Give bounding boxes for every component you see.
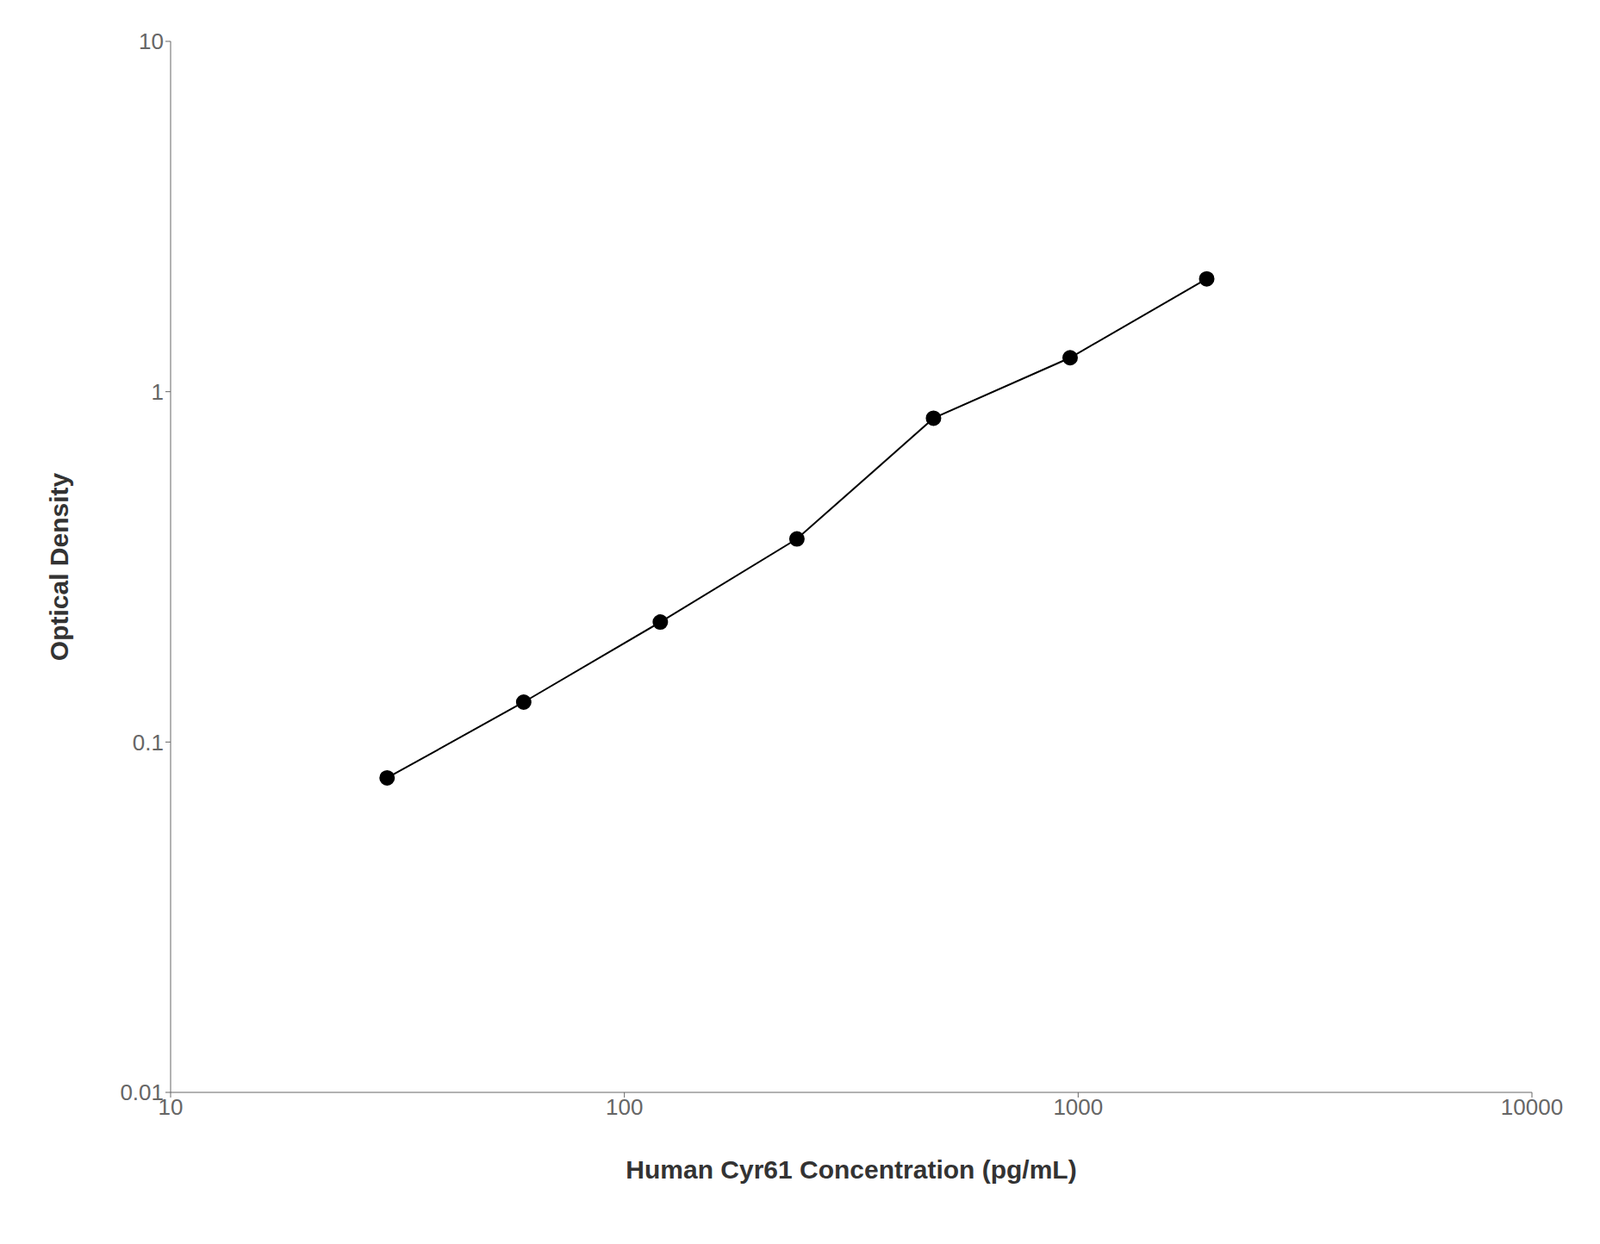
svg-text:0.01: 0.01 [119, 1079, 164, 1106]
svg-text:10000: 10000 [1500, 1094, 1563, 1121]
svg-text:10: 10 [158, 1094, 184, 1121]
svg-text:10: 10 [138, 28, 164, 55]
svg-text:100: 100 [605, 1094, 643, 1121]
svg-text:Optical Density: Optical Density [44, 472, 74, 661]
svg-text:1: 1 [151, 379, 164, 405]
svg-text:Human Cyr61 Concentration (pg/: Human Cyr61 Concentration (pg/mL) [625, 1155, 1077, 1184]
svg-text:0.1: 0.1 [132, 729, 164, 756]
svg-text:1000: 1000 [1052, 1094, 1103, 1121]
